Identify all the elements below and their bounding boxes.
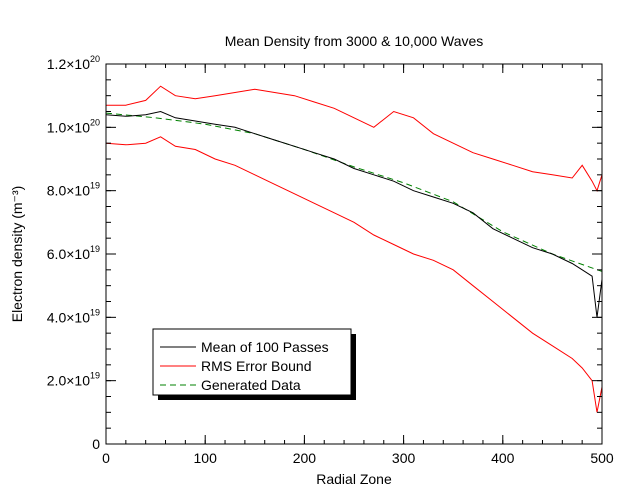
y-tick-label: 0	[92, 436, 100, 452]
series-line-0	[105, 110, 603, 318]
legend-label: Generated Data	[201, 377, 301, 393]
x-tick-label: 200	[293, 450, 317, 466]
y-tick-label: 6.0×1019	[47, 244, 100, 262]
series-line-1	[106, 85, 603, 193]
x-tick-label: 300	[392, 450, 416, 466]
series-line-2	[105, 136, 603, 413]
y-tick-label: 1.0×1020	[47, 117, 100, 135]
x-tick-label: 100	[194, 450, 218, 466]
series-line-3	[105, 112, 603, 272]
x-axis-label: Radial Zone	[316, 471, 392, 487]
x-tick-label: 500	[590, 450, 614, 466]
y-axis-label: Electron density (m⁻³)	[9, 186, 25, 323]
plot-series	[105, 85, 603, 413]
legend-box	[152, 328, 352, 396]
legend-label: Mean of 100 Passes	[201, 339, 329, 355]
legend-items: Mean of 100 Passes RMS Error Bound Generat…	[160, 339, 329, 393]
y-tick-label: 8.0×1019	[47, 181, 100, 199]
x-tick-label: 0	[102, 450, 110, 466]
chart-title: Mean Density from 3000 & 10,000 Waves	[225, 33, 484, 49]
y-tick-label: 1.2×1020	[47, 54, 100, 72]
x-axis: 0 100 200 300 400 500	[102, 64, 614, 466]
x-tick-label: 400	[491, 450, 515, 466]
y-tick-label: 2.0×1019	[47, 371, 100, 389]
y-tick-label: 4.0×1019	[47, 307, 100, 325]
legend: Mean of 100 Passes RMS Error Bound Generat…	[152, 328, 356, 400]
legend-label: RMS Error Bound	[201, 358, 311, 374]
y-axis: 0 2.0×1019 4.0×1019 6.0×1019 8.0×1019 1.0×102…	[47, 54, 602, 452]
